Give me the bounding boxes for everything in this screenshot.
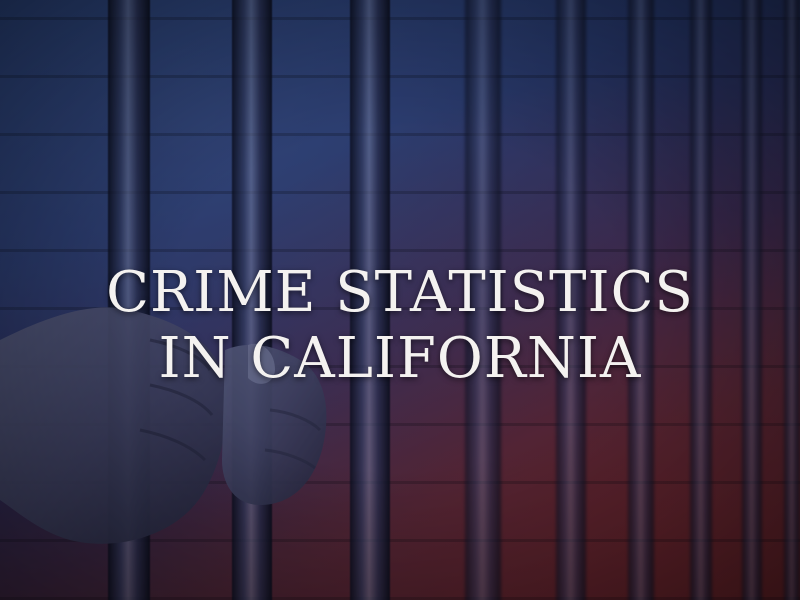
page-title: CRIME STATISTICS IN CALIFORNIA <box>0 260 800 392</box>
jail-bar <box>628 0 654 600</box>
jail-bar <box>465 0 501 600</box>
hands-gripping-bars <box>0 307 327 544</box>
jail-bar <box>690 0 712 600</box>
jail-bar <box>556 0 586 600</box>
jail-bar <box>742 0 762 600</box>
jail-bar <box>350 0 390 600</box>
jail-bar <box>784 0 800 600</box>
title-line-1: CRIME STATISTICS <box>106 259 694 325</box>
title-line-2: IN CALIFORNIA <box>158 325 642 391</box>
